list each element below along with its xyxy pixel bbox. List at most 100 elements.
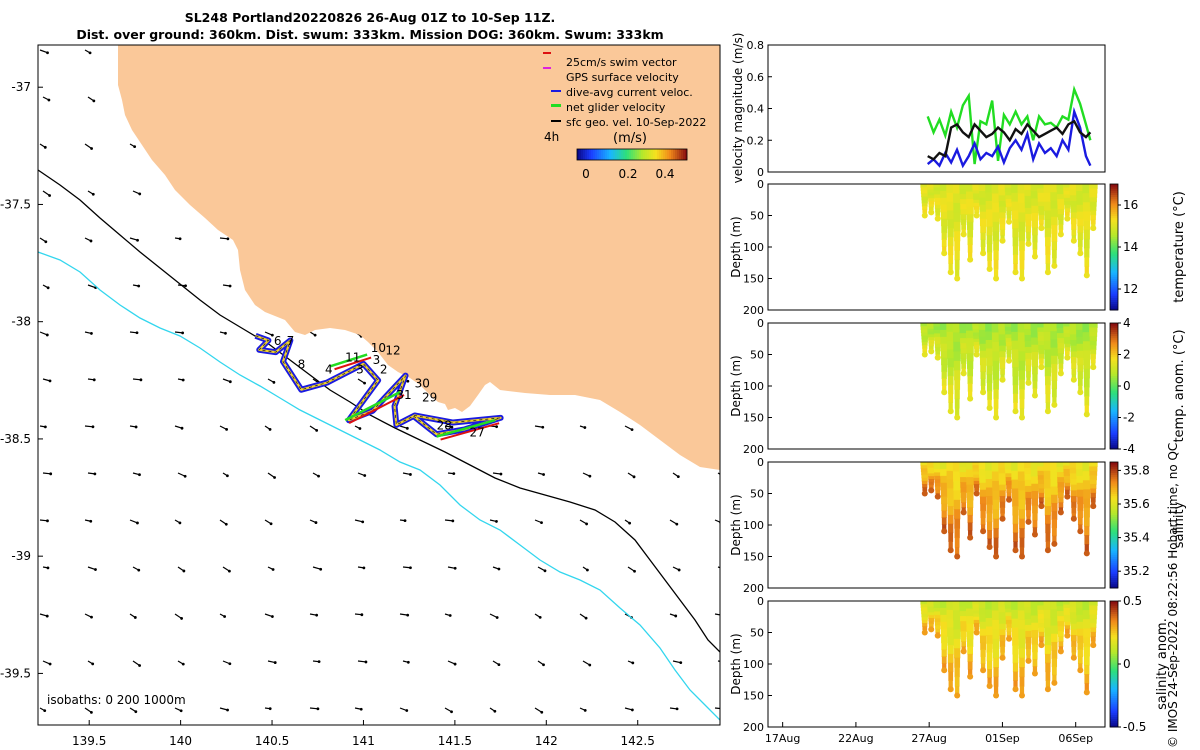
profile-cell bbox=[1057, 209, 1064, 215]
profile-cell bbox=[1056, 333, 1065, 339]
profile-cell bbox=[960, 199, 968, 205]
colorbar-swatch bbox=[1110, 512, 1118, 515]
profile-cell bbox=[1018, 202, 1026, 213]
colorbar-swatch bbox=[1110, 605, 1118, 608]
colorbar-swatch bbox=[1110, 651, 1118, 654]
waypoint-label: 3 bbox=[373, 353, 381, 367]
colorbar-tick-label: 0.5 bbox=[1123, 594, 1142, 608]
colorbar-swatch bbox=[653, 149, 656, 160]
profile-cell bbox=[1024, 323, 1033, 330]
profile-cell bbox=[1011, 627, 1020, 637]
profile-cell bbox=[953, 638, 961, 649]
profile-cell bbox=[968, 391, 973, 400]
profile-bottom bbox=[1077, 528, 1084, 535]
colorbar-swatch bbox=[1110, 228, 1118, 231]
colorbar-swatch bbox=[1110, 564, 1118, 568]
profile-cell bbox=[1089, 605, 1098, 611]
profile-cell bbox=[1012, 367, 1019, 377]
profile-cell bbox=[966, 338, 975, 347]
profile-cell bbox=[922, 487, 928, 491]
profile-cell bbox=[1075, 462, 1085, 470]
profile-cell bbox=[1025, 225, 1032, 233]
profile-cell bbox=[1076, 482, 1084, 491]
colorbar-swatch bbox=[1110, 249, 1118, 252]
profile-cell bbox=[998, 462, 1007, 469]
profile-cell bbox=[1025, 364, 1032, 372]
profile-cell bbox=[986, 243, 993, 253]
colorbar-swatch bbox=[663, 149, 666, 160]
colorbar-swatch bbox=[1110, 440, 1118, 444]
profile-cell bbox=[1089, 466, 1098, 472]
colorbar-swatch bbox=[1110, 333, 1118, 337]
profile-cell bbox=[978, 462, 988, 470]
profile-bottom bbox=[1012, 269, 1019, 276]
profile-cell bbox=[947, 514, 954, 525]
profile-cell bbox=[992, 202, 1000, 213]
profile-cell bbox=[972, 462, 981, 466]
profile-cell bbox=[921, 480, 928, 485]
current-arrow bbox=[39, 425, 47, 429]
colorbar-swatch bbox=[627, 149, 630, 160]
colorbar-swatch bbox=[1110, 478, 1118, 482]
profile-cell bbox=[1039, 358, 1044, 364]
profile-cell bbox=[992, 351, 1000, 362]
profile-cell bbox=[1018, 509, 1026, 520]
profile-bottom bbox=[1057, 509, 1064, 516]
profile-bottom bbox=[993, 275, 1000, 282]
colorbar-tick-label: 0 bbox=[1123, 379, 1131, 393]
profile-cell bbox=[933, 190, 942, 195]
colorbar-swatch bbox=[1110, 356, 1118, 360]
profile-cell bbox=[999, 484, 1006, 491]
profile-cell bbox=[1077, 496, 1084, 505]
profile-bottom bbox=[986, 405, 993, 412]
colorbar-swatch bbox=[1110, 645, 1118, 648]
profile-cell bbox=[1026, 648, 1031, 656]
profile-cell bbox=[952, 184, 962, 195]
colorbar-swatch bbox=[1110, 327, 1118, 330]
profile-cell bbox=[1045, 680, 1051, 690]
profile-cell bbox=[1005, 191, 1013, 196]
profile-cell bbox=[1032, 512, 1038, 521]
profile-cell bbox=[1083, 516, 1090, 527]
legend-swatch-gps bbox=[543, 67, 551, 69]
colorbar-swatch bbox=[1110, 611, 1118, 615]
profile-cell bbox=[972, 468, 981, 473]
profile-cell bbox=[972, 471, 981, 476]
profile-cell bbox=[1069, 323, 1079, 330]
colorbar-swatch bbox=[1110, 697, 1118, 701]
profile-bottom bbox=[1025, 240, 1032, 247]
y-tick-label: -39 bbox=[11, 549, 31, 563]
colorbar-swatch bbox=[671, 149, 674, 160]
profile-cell bbox=[921, 193, 929, 198]
profile-cell bbox=[941, 496, 948, 505]
profile-cell bbox=[1050, 192, 1059, 201]
profile-cell bbox=[946, 479, 955, 490]
profile-cell bbox=[1076, 489, 1084, 498]
profile-cell bbox=[1056, 323, 1066, 329]
colorbar-swatch bbox=[1110, 638, 1118, 642]
profile-cell bbox=[961, 358, 967, 364]
profile-cell bbox=[1045, 514, 1051, 525]
profile-cell bbox=[927, 334, 935, 338]
profile-cell bbox=[1044, 479, 1052, 490]
current-arrow bbox=[399, 425, 409, 430]
colorbar-swatch bbox=[1110, 335, 1118, 339]
colorbar-swatch bbox=[1110, 255, 1118, 258]
profile-cell bbox=[978, 184, 988, 192]
profile-cell bbox=[1069, 184, 1079, 191]
profile-cell bbox=[973, 199, 980, 204]
profile-cell bbox=[959, 333, 968, 339]
profile-cell bbox=[972, 465, 981, 469]
profile-cell bbox=[1082, 480, 1091, 491]
profile-cell bbox=[953, 499, 961, 510]
profile-cell bbox=[1050, 462, 1059, 471]
profile-cell bbox=[1011, 462, 1020, 472]
colorbar-swatch bbox=[1110, 724, 1118, 728]
legend-label-net: net glider velocity bbox=[566, 101, 666, 114]
profile-cell bbox=[928, 345, 934, 350]
profile-cell bbox=[1004, 323, 1014, 328]
profile-cell bbox=[1031, 212, 1039, 221]
profile-cell bbox=[972, 601, 981, 605]
colorbar-swatch bbox=[1110, 666, 1118, 669]
y-tick-label: 50 bbox=[750, 488, 764, 501]
